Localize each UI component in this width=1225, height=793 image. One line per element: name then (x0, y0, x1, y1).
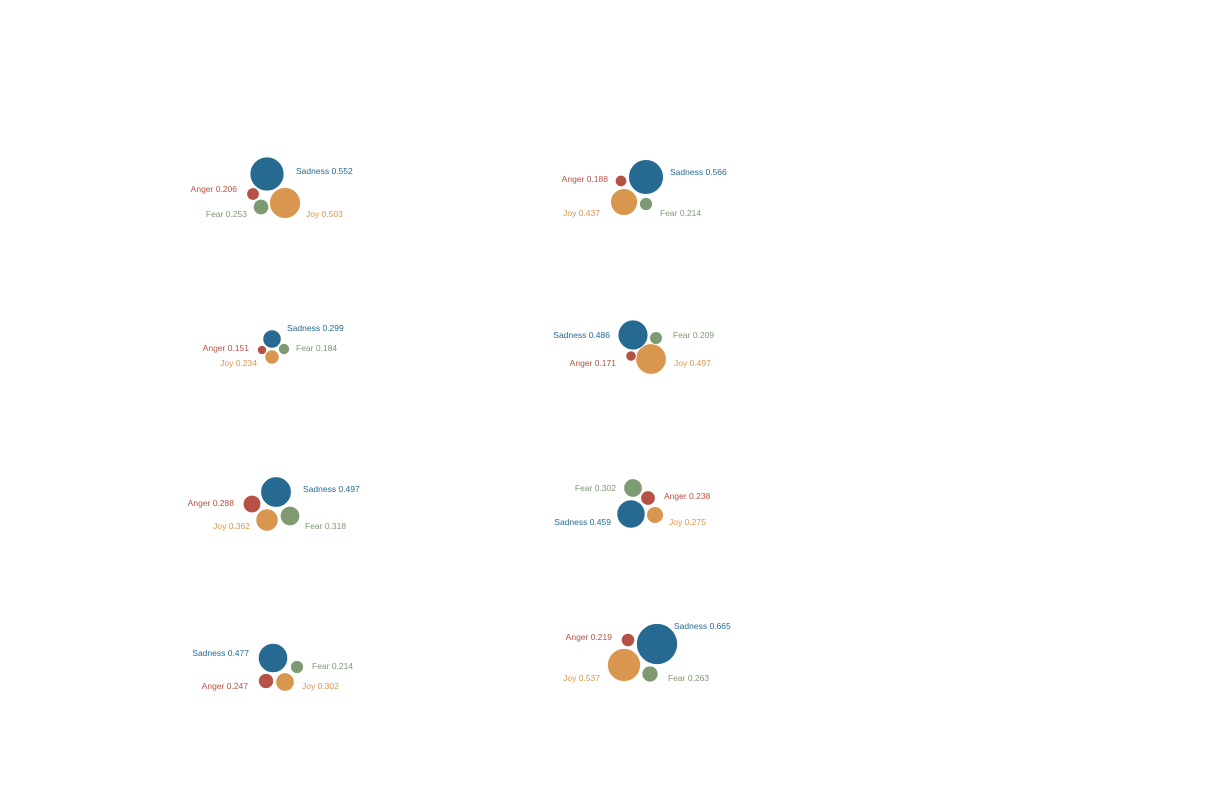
sadness-bubble (617, 319, 649, 351)
anger-label: Anger 0.238 (664, 491, 711, 501)
bubble-panel-4: Sadness 0.486 Anger 0.171 Fear 0.209 Joy 0.… (553, 319, 714, 375)
anger-bubble (614, 174, 628, 188)
fear-bubble (279, 505, 301, 527)
joy-label: Joy 0.302 (302, 681, 339, 691)
fear-label: Fear 0.214 (660, 208, 701, 218)
bubble-panel-8: Sadness 0.665 Anger 0.219 Fear 0.263 Joy 0.… (563, 621, 731, 683)
fear-bubble (638, 196, 654, 212)
fear-label: Fear 0.184 (296, 343, 337, 353)
fear-bubble (277, 342, 291, 356)
sadness-label: Sadness 0.665 (674, 621, 731, 631)
joy-bubble (606, 647, 642, 683)
fear-label: Fear 0.318 (305, 521, 346, 531)
fear-label: Fear 0.253 (206, 209, 247, 219)
joy-bubble (255, 508, 279, 532)
bubble-panel-5: Sadness 0.497 Anger 0.288 Fear 0.318 Joy 0.… (188, 476, 360, 532)
anger-bubble (242, 494, 262, 514)
sadness-label: Sadness 0.566 (670, 167, 727, 177)
bubble-panel-2: Sadness 0.566 Anger 0.188 Fear 0.214 Joy 0.… (562, 158, 727, 218)
anger-bubble (640, 490, 656, 506)
joy-bubble (275, 672, 295, 692)
joy-label: Joy 0.497 (674, 358, 711, 368)
fear-bubble (649, 331, 663, 345)
sadness-bubble (249, 156, 285, 192)
anger-label: Anger 0.219 (566, 632, 613, 642)
sadness-bubble (616, 499, 646, 529)
joy-label: Joy 0.275 (669, 517, 706, 527)
fear-bubble (289, 659, 305, 675)
anger-bubble (620, 632, 636, 648)
joy-bubble (609, 187, 639, 217)
joy-bubble (264, 349, 280, 365)
fear-bubble (252, 198, 270, 216)
sadness-bubble (627, 158, 665, 196)
fear-bubble (641, 665, 659, 683)
anger-bubble (246, 187, 260, 201)
sadness-bubble (257, 642, 289, 674)
bubble-panel-7: Sadness 0.477 Anger 0.247 Fear 0.214 Joy 0.… (192, 642, 353, 692)
joy-label: Joy 0.537 (563, 673, 600, 683)
anger-label: Anger 0.151 (203, 343, 250, 353)
sadness-bubble (262, 329, 282, 349)
anger-label: Anger 0.171 (570, 358, 617, 368)
anger-bubble (257, 672, 275, 690)
sadness-label: Sadness 0.477 (192, 648, 249, 658)
fear-bubble (623, 478, 643, 498)
joy-label: Joy 0.234 (220, 358, 257, 368)
bubble-panel-3: Sadness 0.299 Anger 0.151 Fear 0.184 Joy 0.… (203, 323, 344, 368)
sadness-label: Sadness 0.552 (296, 166, 353, 176)
anger-label: Anger 0.188 (562, 174, 609, 184)
sadness-label: Sadness 0.497 (303, 484, 360, 494)
sadness-label: Sadness 0.459 (554, 517, 611, 527)
fear-label: Fear 0.302 (575, 483, 616, 493)
fear-label: Fear 0.214 (312, 661, 353, 671)
sadness-bubble (260, 476, 292, 508)
sadness-label: Sadness 0.299 (287, 323, 344, 333)
fear-label: Fear 0.209 (673, 330, 714, 340)
anger-bubble (625, 350, 637, 362)
joy-label: Joy 0.437 (563, 208, 600, 218)
bubble-panel-6: Sadness 0.459 Anger 0.238 Fear 0.302 Joy 0.… (554, 478, 711, 529)
sadness-bubble (635, 622, 679, 666)
anger-label: Anger 0.247 (202, 681, 249, 691)
joy-bubble (645, 505, 665, 525)
anger-label: Anger 0.288 (188, 498, 235, 508)
anger-bubble (256, 344, 268, 356)
sadness-label: Sadness 0.486 (553, 330, 610, 340)
joy-label: Joy 0.362 (213, 521, 250, 531)
anger-label: Anger 0.206 (191, 184, 238, 194)
fear-label: Fear 0.263 (668, 673, 709, 683)
joy-label: Joy 0.503 (306, 209, 343, 219)
bubble-panel-1: Sadness 0.552 Anger 0.206 Fear 0.253 Joy 0.… (191, 156, 353, 220)
joy-bubble (268, 186, 302, 220)
